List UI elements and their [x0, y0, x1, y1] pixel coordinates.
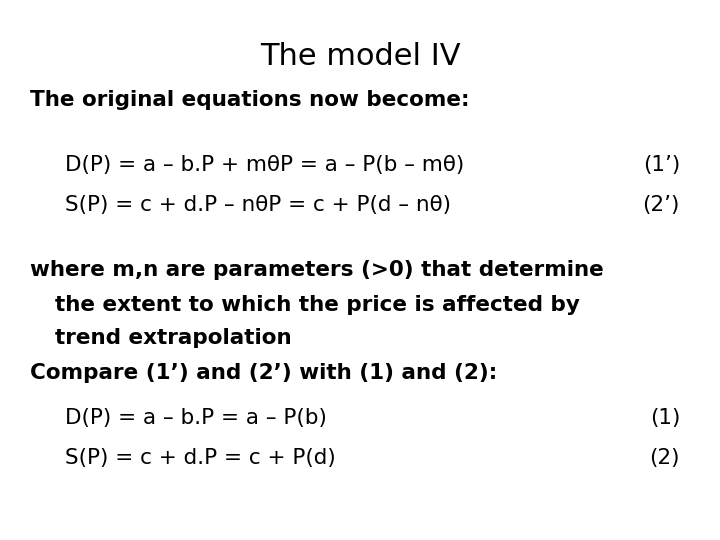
- Text: D(P) = a – b.P + mθP = a – P(b – mθ): D(P) = a – b.P + mθP = a – P(b – mθ): [65, 155, 464, 175]
- Text: (1): (1): [649, 408, 680, 428]
- Text: Compare (1’) and (2’) with (1) and (2):: Compare (1’) and (2’) with (1) and (2):: [30, 363, 498, 383]
- Text: The model IV: The model IV: [260, 42, 460, 71]
- Text: S(P) = c + d.P = c + P(d): S(P) = c + d.P = c + P(d): [65, 448, 336, 468]
- Text: The original equations now become:: The original equations now become:: [30, 90, 469, 110]
- Text: (2): (2): [649, 448, 680, 468]
- Text: S(P) = c + d.P – nθP = c + P(d – nθ): S(P) = c + d.P – nθP = c + P(d – nθ): [65, 195, 451, 215]
- Text: trend extrapolation: trend extrapolation: [55, 328, 292, 348]
- Text: (1’): (1’): [643, 155, 680, 175]
- Text: D(P) = a – b.P = a – P(b): D(P) = a – b.P = a – P(b): [65, 408, 327, 428]
- Text: (2’): (2’): [643, 195, 680, 215]
- Text: where m,n are parameters (>0) that determine: where m,n are parameters (>0) that deter…: [30, 260, 604, 280]
- Text: the extent to which the price is affected by: the extent to which the price is affecte…: [55, 295, 580, 315]
